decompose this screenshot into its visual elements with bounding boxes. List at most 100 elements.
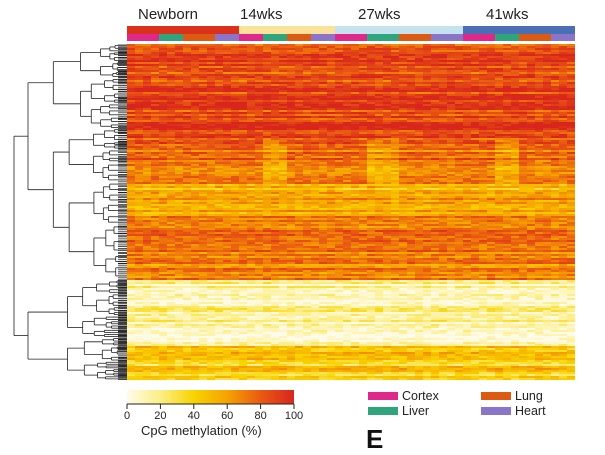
tissue-annotation-cell [471,34,480,41]
tissue-annotation-cell [327,34,336,41]
tissue-annotation-cell [207,34,216,41]
tissue-annotation-cell [167,34,176,41]
age-annotation-cell [407,26,416,34]
tissue-annotation-cell [247,34,256,41]
tissue-annotation-cell [255,34,264,41]
age-annotation-cell [471,26,480,34]
tissue-annotation-cell [183,34,192,41]
age-annotation-cell [351,26,360,34]
age-annotation-cell [143,26,152,34]
age-label-27wks: 27wks [358,6,401,23]
tissue-annotation-cell [383,34,392,41]
tissue-annotation-cell [159,34,168,41]
tissue-annotation-cell [503,34,512,41]
tissue-annotation-cell [295,34,304,41]
tissue-annotation-cell [431,34,440,41]
age-annotation-cell [279,26,288,34]
age-annotation-cell [223,26,232,34]
age-annotation-cell [215,26,224,34]
tissue-annotation-cell [287,34,296,41]
tissue-annotation-cell [263,34,272,41]
age-annotation-cell [559,26,568,34]
age-annotation-cell [487,26,496,34]
age-annotation-cell [375,26,384,34]
tissue-annotation-cell [199,34,208,41]
age-label-newborn: Newborn [138,6,198,23]
tissue-annotation-cell [303,34,312,41]
age-annotation-cell [231,26,240,34]
tissue-annotation-cell [415,34,424,41]
age-annotation-cell [455,26,464,34]
age-annotation-cell [159,26,168,34]
tissue-annotation-cell [535,34,544,41]
age-annotation-cell [151,26,160,34]
age-annotation-cell [423,26,432,34]
tissue-annotation-cell [463,34,472,41]
tissue-annotation-cell [567,34,575,41]
age-annotation-cell [479,26,488,34]
tissue-annotation-cell [351,34,360,41]
age-annotation-cell [463,26,472,34]
age-annotation-cell [511,26,520,34]
age-annotation-cell [535,26,544,34]
tissue-annotation-cell [359,34,368,41]
age-annotation-cell [447,26,456,34]
age-annotation-cell [439,26,448,34]
age-annotation-cell [167,26,176,34]
age-annotation-cell [495,26,504,34]
tissue-annotation-cell [423,34,432,41]
age-annotation-cell [287,26,296,34]
tissue-annotation-cell [439,34,448,41]
tissue-annotation-cell [559,34,568,41]
tissue-annotation-cell [175,34,184,41]
tissue-annotation-cell [231,34,240,41]
tissue-annotation-cell [391,34,400,41]
tissue-annotation-cell [479,34,488,41]
age-annotation-cell [135,26,144,34]
tissue-annotation-cell [223,34,232,41]
tissue-annotation-cell [511,34,520,41]
age-annotation-cell [527,26,536,34]
tissue-annotation-cell [487,34,496,41]
column-annotation-bars [127,26,575,42]
age-label-41wks: 41wks [486,6,529,23]
tissue-annotation-cell [375,34,384,41]
age-annotation-cell [295,26,304,34]
tissue-annotation-cell [519,34,528,41]
age-annotation-cell [183,26,192,34]
age-annotation-cell [327,26,336,34]
tissue-annotation-cell [543,34,552,41]
tissue-annotation-cell [127,34,136,41]
tissue-annotation-cell [271,34,280,41]
tissue-annotation-cell [239,34,248,41]
tissue-annotation-cell [151,34,160,41]
tissue-annotation-cell [135,34,144,41]
age-annotation-cell [303,26,312,34]
tissue-annotation-cell [191,34,200,41]
age-annotation-cell [191,26,200,34]
tissue-annotation-cell [407,34,416,41]
tissue-annotation-cell [343,34,352,41]
age-annotation-cell [543,26,552,34]
age-annotation-cell [255,26,264,34]
age-annotation-cell [335,26,344,34]
tissue-annotation-cell [367,34,376,41]
age-annotation-cell [207,26,216,34]
age-annotation-cell [175,26,184,34]
age-annotation-cell [127,26,136,34]
age-annotation-cell [391,26,400,34]
tissue-annotation-cell [447,34,456,41]
age-annotation-cell [319,26,328,34]
age-annotation-cell [247,26,256,34]
age-annotation-cell [271,26,280,34]
age-annotation-cell [199,26,208,34]
age-annotation-cell [431,26,440,34]
age-annotation-cell [399,26,408,34]
methylation-heatmap [127,44,575,380]
age-annotation-cell [551,26,560,34]
age-annotation-cell [263,26,272,34]
age-annotation-cell [343,26,352,34]
age-annotation-cell [415,26,424,34]
tissue-annotation-cell [399,34,408,41]
tissue-annotation-cell [311,34,320,41]
